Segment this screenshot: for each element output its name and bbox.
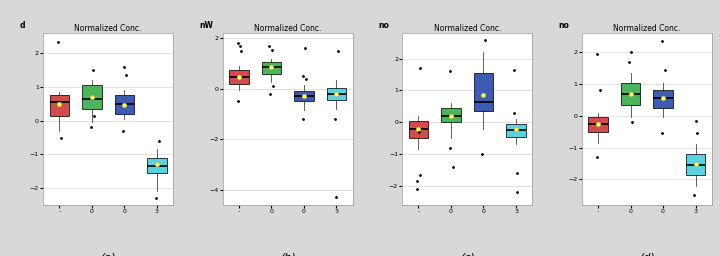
- Bar: [115, 95, 134, 114]
- Title: Normalized Conc.: Normalized Conc.: [75, 24, 142, 33]
- Bar: [506, 124, 526, 136]
- Bar: [82, 86, 101, 109]
- Bar: [147, 158, 167, 173]
- Text: (d): (d): [638, 253, 655, 256]
- Title: Normalized Conc.: Normalized Conc.: [613, 24, 680, 33]
- Text: no: no: [558, 21, 569, 30]
- Bar: [408, 121, 429, 138]
- Bar: [588, 118, 608, 132]
- Bar: [294, 91, 313, 101]
- Bar: [474, 73, 493, 111]
- Bar: [654, 90, 673, 108]
- Text: no: no: [379, 21, 390, 30]
- Title: Normalized Conc.: Normalized Conc.: [434, 24, 501, 33]
- Text: (a): (a): [101, 253, 116, 256]
- Bar: [441, 108, 461, 122]
- Bar: [50, 95, 69, 116]
- Bar: [620, 82, 640, 105]
- Text: d: d: [19, 21, 25, 30]
- Text: (b): (b): [280, 253, 296, 256]
- Bar: [229, 70, 249, 84]
- Text: nW: nW: [199, 21, 213, 30]
- Text: (c): (c): [460, 253, 475, 256]
- Bar: [686, 154, 705, 175]
- Bar: [262, 62, 281, 74]
- Bar: [326, 88, 347, 100]
- Title: Normalized Conc.: Normalized Conc.: [254, 24, 321, 33]
